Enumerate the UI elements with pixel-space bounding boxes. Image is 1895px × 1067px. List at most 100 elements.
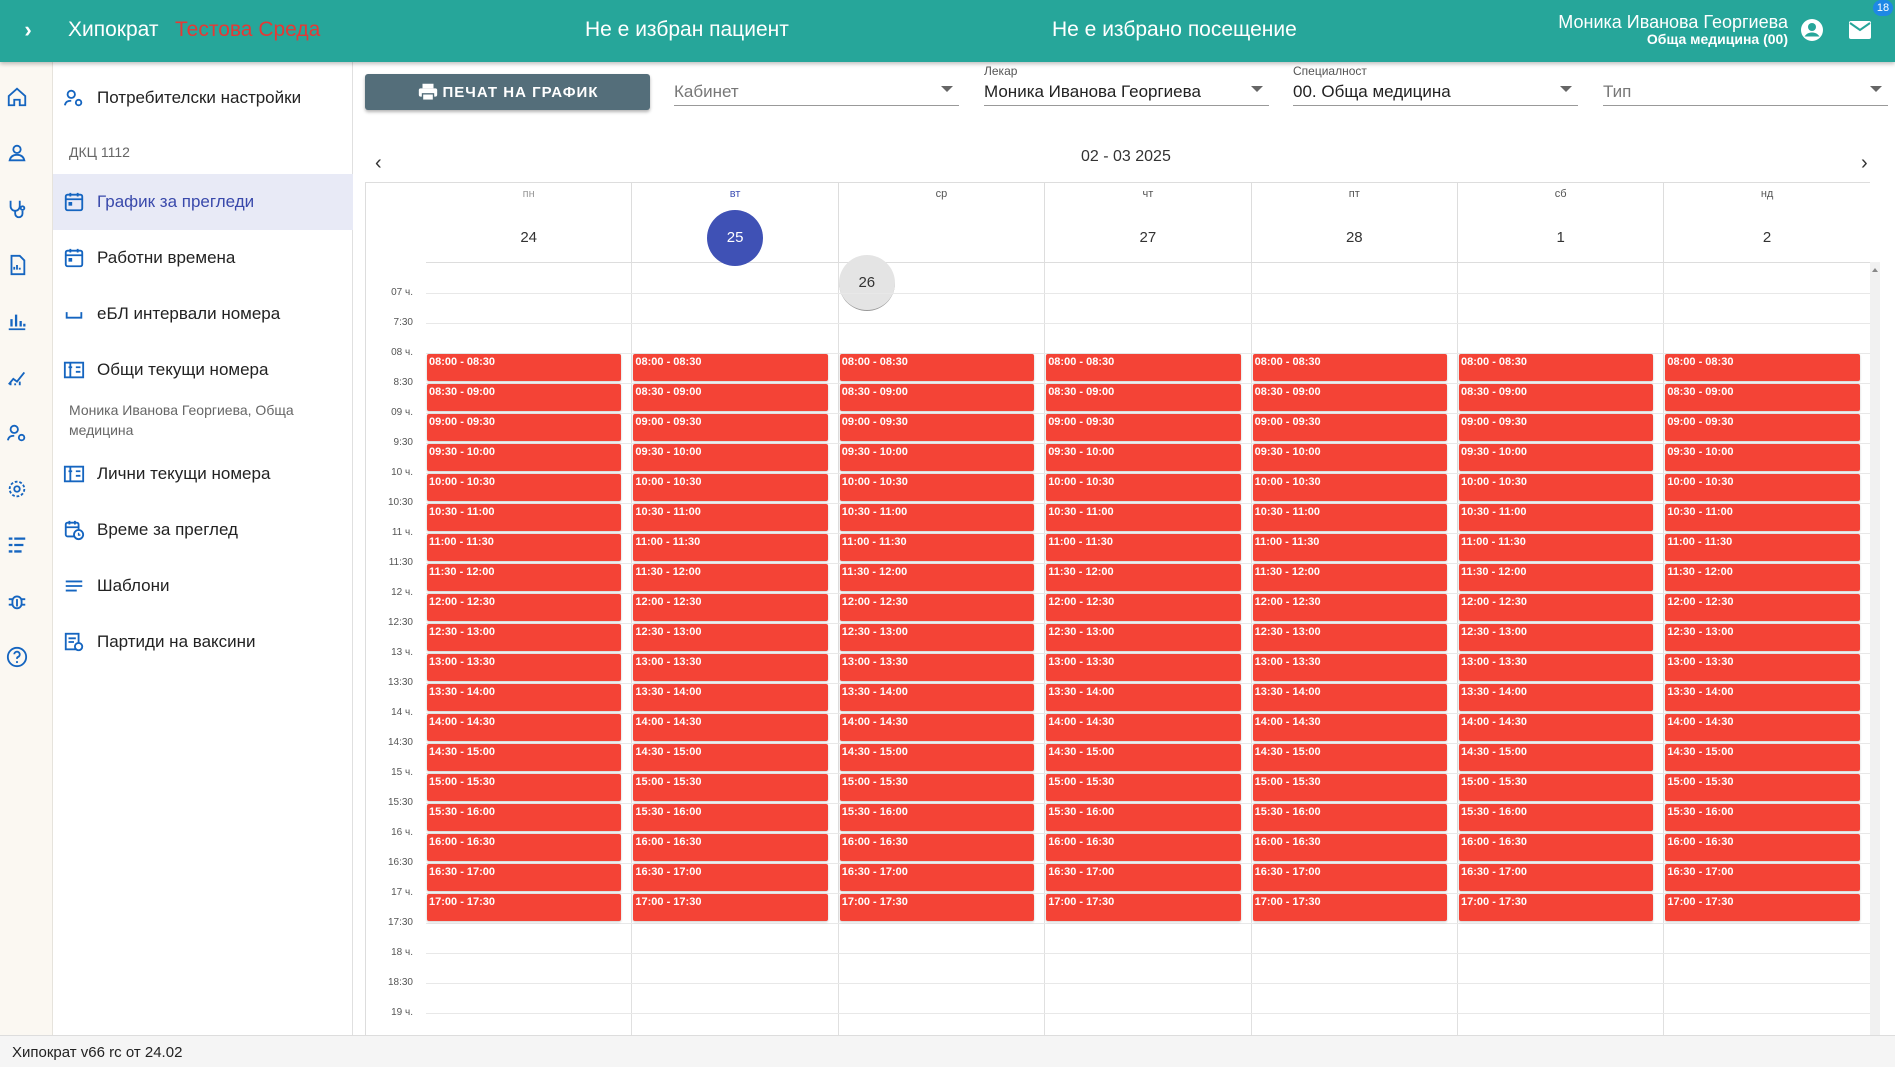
schedule-slot[interactable]: 11:30 - 12:00	[1046, 564, 1241, 591]
schedule-slot[interactable]: 15:30 - 16:00	[427, 804, 622, 831]
schedule-slot[interactable]: 16:00 - 16:30	[633, 834, 828, 861]
schedule-slot[interactable]: 10:30 - 11:00	[633, 504, 828, 531]
schedule-slot[interactable]: 13:30 - 14:00	[1665, 684, 1860, 711]
schedule-slot[interactable]: 16:30 - 17:00	[633, 864, 828, 891]
day-date[interactable]: 2	[1762, 229, 1772, 246]
schedule-slot[interactable]: 08:30 - 09:00	[633, 384, 828, 411]
schedule-slot[interactable]: 14:00 - 14:30	[633, 714, 828, 741]
schedule-slot[interactable]: 16:30 - 17:00	[839, 864, 1035, 891]
schedule-slot[interactable]: 09:30 - 10:00	[1046, 444, 1241, 471]
patient-status[interactable]: Не е избран пациент	[585, 18, 789, 41]
stethoscope-icon[interactable]	[6, 198, 28, 220]
schedule-slot[interactable]: 08:00 - 08:30	[1252, 354, 1447, 381]
schedule-slot[interactable]: 09:00 - 09:30	[1665, 414, 1860, 441]
schedule-slot[interactable]: 10:00 - 10:30	[427, 474, 622, 501]
schedule-slot[interactable]: 10:30 - 11:00	[427, 504, 622, 531]
scroll-up-icon[interactable]	[1872, 268, 1878, 272]
app-title[interactable]: Хипократ	[68, 18, 159, 41]
visit-status[interactable]: Не е избрано посещение	[1052, 18, 1297, 41]
schedule-slot[interactable]: 16:00 - 16:30	[839, 834, 1035, 861]
report-icon[interactable]	[6, 254, 28, 276]
menu-item-vaccines[interactable]: Партиди на ваксини	[53, 614, 353, 670]
menu-item-personal-numbers[interactable]: Лични текущи номера	[53, 446, 353, 502]
schedule-slot[interactable]: 09:00 - 09:30	[427, 414, 622, 441]
schedule-slot[interactable]: 11:00 - 11:30	[1046, 534, 1241, 561]
help-icon[interactable]	[6, 646, 28, 668]
schedule-slot[interactable]: 13:00 - 13:30	[633, 654, 828, 681]
schedule-slot[interactable]: 17:00 - 17:30	[1459, 894, 1654, 921]
schedule-slot[interactable]: 16:00 - 16:30	[1459, 834, 1654, 861]
schedule-slot[interactable]: 14:00 - 14:30	[427, 714, 622, 741]
person-icon[interactable]	[6, 142, 28, 164]
schedule-slot[interactable]: 17:00 - 17:30	[1665, 894, 1860, 921]
schedule-slot[interactable]: 10:00 - 10:30	[1252, 474, 1447, 501]
schedule-slot[interactable]: 13:30 - 14:00	[427, 684, 622, 711]
specialty-select[interactable]: Специалност 00. Обща медицина	[1293, 62, 1578, 106]
schedule-slot[interactable]: 08:30 - 09:00	[1459, 384, 1654, 411]
schedule-slot[interactable]: 15:30 - 16:00	[1046, 804, 1241, 831]
schedule-slot[interactable]: 11:00 - 11:30	[1665, 534, 1860, 561]
schedule-slot[interactable]: 17:00 - 17:30	[633, 894, 828, 921]
schedule-slot[interactable]: 12:30 - 13:00	[1046, 624, 1241, 651]
schedule-slot[interactable]: 13:00 - 13:30	[839, 654, 1035, 681]
schedule-slot[interactable]: 09:00 - 09:30	[1459, 414, 1654, 441]
day-date[interactable]: 28	[1345, 229, 1363, 246]
trend-chart-icon[interactable]	[6, 366, 28, 388]
day-date[interactable]: 24	[520, 229, 538, 246]
schedule-slot[interactable]: 14:00 - 14:30	[1665, 714, 1860, 741]
schedule-slot[interactable]: 11:00 - 11:30	[427, 534, 622, 561]
schedule-slot[interactable]: 13:00 - 13:30	[1046, 654, 1241, 681]
schedule-slot[interactable]: 09:30 - 10:00	[1665, 444, 1860, 471]
day-header[interactable]: пт 28	[1251, 183, 1458, 263]
schedule-slot[interactable]: 14:00 - 14:30	[1046, 714, 1241, 741]
schedule-slot[interactable]: 16:00 - 16:30	[427, 834, 622, 861]
schedule-slot[interactable]: 17:00 - 17:30	[839, 894, 1035, 921]
schedule-slot[interactable]: 10:30 - 11:00	[839, 504, 1035, 531]
schedule-slot[interactable]: 11:00 - 11:30	[1252, 534, 1447, 561]
account-circle-icon[interactable]	[1800, 18, 1824, 42]
schedule-slot[interactable]: 14:30 - 15:00	[1046, 744, 1241, 771]
day-date[interactable]: 26	[838, 255, 895, 311]
schedule-slot[interactable]: 11:00 - 11:30	[633, 534, 828, 561]
bug-icon[interactable]	[6, 590, 28, 612]
day-header[interactable]: пн 24	[426, 183, 633, 263]
schedule-slot[interactable]: 09:30 - 10:00	[427, 444, 622, 471]
home-icon[interactable]	[6, 86, 28, 108]
day-header[interactable]: нд 2	[1664, 183, 1870, 263]
schedule-slot[interactable]: 08:00 - 08:30	[633, 354, 828, 381]
menu-item-exam-time[interactable]: Време за преглед	[53, 502, 353, 558]
schedule-slot[interactable]: 12:00 - 12:30	[633, 594, 828, 621]
schedule-slot[interactable]: 09:30 - 10:00	[633, 444, 828, 471]
schedule-slot[interactable]: 12:30 - 13:00	[1665, 624, 1860, 651]
schedule-slot[interactable]: 11:30 - 12:00	[1252, 564, 1447, 591]
schedule-slot[interactable]: 11:30 - 12:00	[633, 564, 828, 591]
list-icon[interactable]	[6, 534, 28, 556]
schedule-slot[interactable]: 08:30 - 09:00	[839, 384, 1035, 411]
menu-item-schedule[interactable]: График за прегледи	[53, 174, 353, 230]
schedule-slot[interactable]: 15:30 - 16:00	[839, 804, 1035, 831]
schedule-slot[interactable]: 15:30 - 16:00	[1252, 804, 1447, 831]
menu-item-user-settings[interactable]: Потребителски настройки	[53, 70, 353, 126]
schedule-slot[interactable]: 11:30 - 12:00	[839, 564, 1035, 591]
schedule-slot[interactable]: 09:00 - 09:30	[1252, 414, 1447, 441]
next-week-icon[interactable]: ›	[1861, 152, 1868, 174]
previous-week-icon[interactable]: ‹	[375, 152, 382, 174]
schedule-slot[interactable]: 16:30 - 17:00	[1046, 864, 1241, 891]
schedule-slot[interactable]: 08:30 - 09:00	[1665, 384, 1860, 411]
schedule-slot[interactable]: 12:30 - 13:00	[839, 624, 1035, 651]
schedule-slot[interactable]: 12:00 - 12:30	[1459, 594, 1654, 621]
schedule-slot[interactable]: 15:30 - 16:00	[1459, 804, 1654, 831]
schedule-slot[interactable]: 15:00 - 15:30	[427, 774, 622, 801]
schedule-slot[interactable]: 12:00 - 12:30	[1665, 594, 1860, 621]
schedule-slot[interactable]: 16:00 - 16:30	[1252, 834, 1447, 861]
day-header[interactable]: сб 1	[1458, 183, 1665, 263]
schedule-slot[interactable]: 11:30 - 12:00	[1665, 564, 1860, 591]
expand-menu-icon[interactable]: ›	[24, 17, 32, 42]
schedule-slot[interactable]: 13:30 - 14:00	[1046, 684, 1241, 711]
schedule-slot[interactable]: 13:00 - 13:30	[1252, 654, 1447, 681]
user-settings-icon[interactable]	[6, 422, 28, 444]
schedule-slot[interactable]: 08:30 - 09:00	[1252, 384, 1447, 411]
schedule-slot[interactable]: 17:00 - 17:30	[1252, 894, 1447, 921]
schedule-slot[interactable]: 09:30 - 10:00	[1459, 444, 1654, 471]
schedule-slot[interactable]: 16:30 - 17:00	[427, 864, 622, 891]
